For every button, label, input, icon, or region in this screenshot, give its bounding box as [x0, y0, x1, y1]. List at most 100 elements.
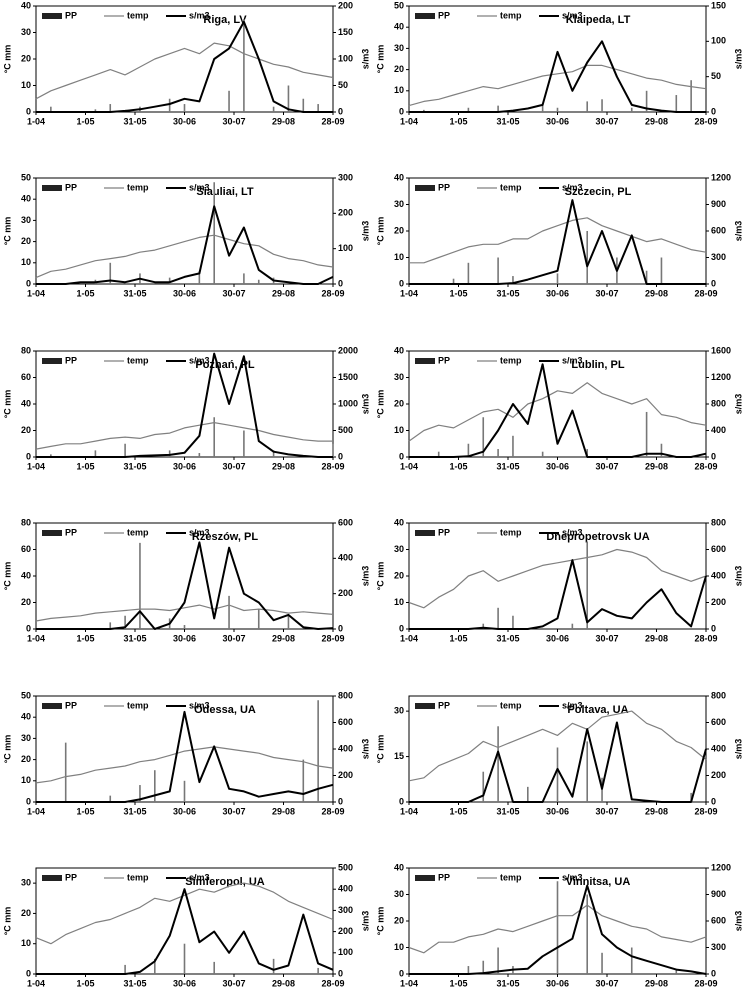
temp-line [408, 904, 707, 954]
pollen-line [36, 541, 334, 630]
legend-swatch [415, 530, 435, 536]
x-tick-label: 31-05 [496, 978, 519, 988]
pp-bar [287, 85, 290, 112]
x-tick-label: 30-06 [173, 978, 196, 988]
y-tick-label: 40 [394, 862, 404, 872]
y-tick-label: 60 [21, 372, 31, 382]
y-tick-label: 0 [399, 968, 404, 978]
y-tick-label: 10 [21, 938, 31, 948]
pp-bar [586, 101, 588, 112]
chart-title: Vinnitsa, UA [566, 876, 631, 888]
legend-swatch [42, 358, 62, 364]
pollen-line [36, 352, 333, 458]
x-tick-label: 1-05 [76, 288, 94, 298]
x-tick-label: 31-05 [123, 806, 146, 816]
x-tick-label: 29-08 [645, 806, 668, 816]
x-tick-label: 30-07 [222, 978, 245, 988]
legend-swatch [415, 703, 435, 709]
y2-tick-label: 1000 [338, 398, 358, 408]
x-tick-label: 1-05 [76, 806, 94, 816]
temp-line [408, 382, 707, 442]
y-tick-label: 10 [394, 425, 404, 435]
x-tick-label: 1-04 [27, 461, 45, 471]
y-tick-label: 50 [394, 0, 404, 10]
x-tick-label: 29-08 [645, 633, 668, 643]
temp-line [35, 42, 334, 100]
legend-label: s/m3 [562, 182, 583, 192]
pp-bar [437, 451, 440, 457]
pp-bar [183, 625, 186, 629]
y2-axis-label: s/m3 [360, 739, 370, 760]
x-tick-label: 1-04 [27, 806, 45, 816]
pp-bar [452, 278, 455, 284]
temp-line [35, 234, 334, 279]
y-axis-label: °C mm [375, 735, 385, 764]
y2-tick-label: 100 [338, 53, 353, 63]
pp-bar [257, 279, 260, 284]
y2-tick-label: 200 [711, 770, 726, 780]
y2-tick-label: 800 [711, 517, 726, 527]
y-tick-label: 10 [21, 80, 31, 90]
pp-bar [168, 277, 171, 284]
x-tick-label: 29-08 [272, 461, 295, 471]
x-tick-label: 1-04 [27, 978, 45, 988]
temp-line [35, 746, 334, 784]
y-tick-label: 10 [394, 85, 404, 95]
legend-label: PP [65, 10, 77, 20]
y2-tick-label: 600 [711, 717, 726, 727]
x-tick-label: 1-04 [27, 288, 45, 298]
legend-swatch [42, 13, 62, 19]
pp-bar [541, 103, 544, 112]
legend-label: PP [65, 182, 77, 192]
y-tick-label: 20 [394, 398, 404, 408]
y2-tick-label: 300 [711, 252, 726, 262]
plot-frame [35, 177, 334, 285]
y-tick-label: 10 [394, 597, 404, 607]
pp-bar [183, 780, 186, 802]
pp-bar [154, 958, 156, 974]
legend-label: PP [65, 527, 77, 537]
y2-tick-label: 0 [711, 106, 716, 116]
y2-tick-label: 600 [711, 544, 726, 554]
y2-tick-label: 200 [338, 770, 353, 780]
y-tick-label: 0 [26, 796, 31, 806]
x-tick-label: 30-06 [546, 461, 569, 471]
x-tick-label: 31-05 [123, 461, 146, 471]
x-tick-label: 1-05 [76, 978, 94, 988]
legend-swatch [415, 358, 435, 364]
x-tick-label: 1-04 [400, 116, 418, 126]
temp-line [35, 604, 334, 622]
x-tick-label: 1-05 [449, 288, 467, 298]
pp-bar [302, 98, 305, 112]
x-tick-label: 30-07 [595, 288, 618, 298]
y2-tick-label: 0 [338, 278, 343, 288]
pp-bar [317, 967, 319, 974]
legend-label: temp [127, 10, 149, 20]
pp-bar [139, 542, 141, 629]
x-tick-label: 1-05 [76, 116, 94, 126]
x-tick-label: 30-07 [222, 633, 245, 643]
y-tick-label: 10 [21, 775, 31, 785]
pp-bar [541, 451, 544, 457]
x-tick-label: 30-07 [222, 116, 245, 126]
pp-bar [198, 271, 201, 284]
y2-axis-label: s/m3 [733, 221, 743, 242]
y2-tick-label: 0 [711, 451, 716, 461]
x-tick-label: 1-05 [449, 978, 467, 988]
y2-tick-label: 400 [711, 425, 726, 435]
pp-bar [124, 964, 126, 974]
y2-tick-label: 200 [338, 588, 353, 598]
legend-swatch [42, 703, 62, 709]
y2-tick-label: 50 [711, 71, 721, 81]
pp-bar [556, 273, 559, 284]
x-tick-label: 30-06 [546, 288, 569, 298]
y2-tick-label: 100 [338, 243, 353, 253]
pp-bar [467, 443, 470, 457]
y2-tick-label: 100 [711, 36, 726, 46]
y2-tick-label: 400 [338, 553, 353, 563]
x-tick-label: 29-08 [272, 633, 295, 643]
legend-label: temp [500, 355, 522, 365]
pp-bar [213, 417, 215, 457]
pp-bar [168, 450, 171, 457]
y2-tick-label: 0 [338, 451, 343, 461]
